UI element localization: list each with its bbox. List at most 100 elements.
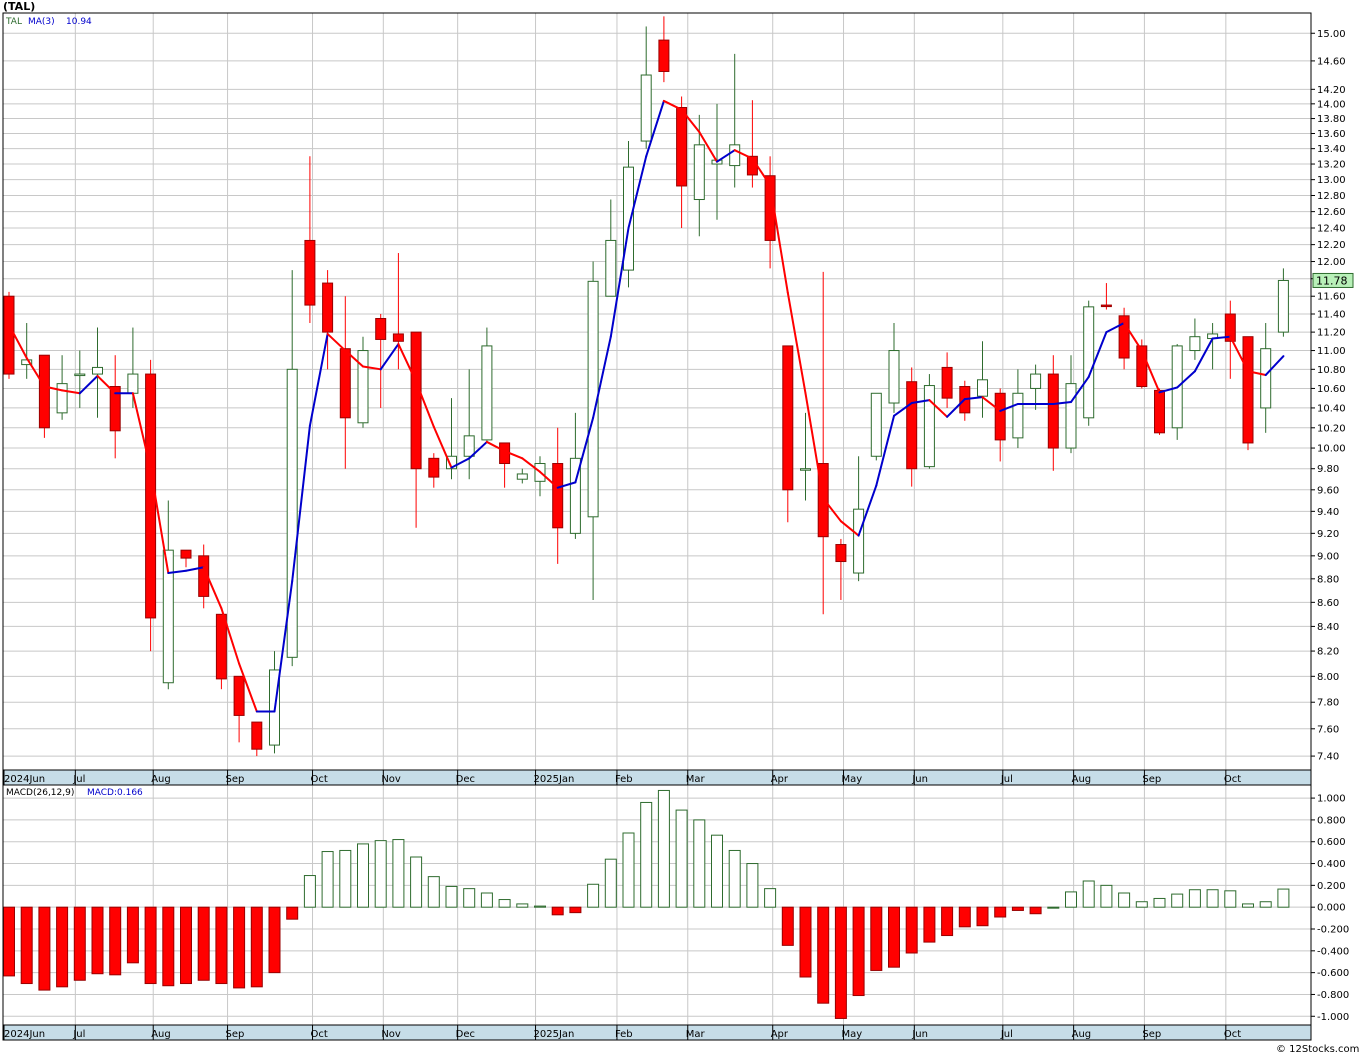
date-axis-label: Sep (1142, 774, 1161, 785)
candle (1100, 283, 1112, 310)
macd-bar (1011, 906, 1024, 911)
ma-line-segment (43, 385, 64, 392)
ma-line-segment (751, 157, 772, 187)
date-axis-label: Nov (381, 774, 401, 785)
last-price-label: 11.78 (1316, 274, 1348, 287)
candle (109, 355, 121, 459)
candle (1118, 307, 1130, 370)
macd-bar (109, 906, 122, 976)
date-axis-label: Feb (615, 1029, 633, 1040)
candle (1277, 268, 1289, 337)
macd-bar (144, 906, 157, 985)
candle (92, 327, 103, 418)
macd-axis-tick-label: -1.000 (1317, 1012, 1349, 1023)
candle-body (1012, 392, 1024, 439)
price-axis-tick-label: 14.60 (1317, 56, 1346, 67)
candle-body (888, 350, 900, 404)
candle-body (127, 373, 139, 394)
macd-bar (994, 906, 1007, 918)
macd-bar (711, 834, 723, 908)
candle (481, 327, 493, 441)
price-axis-tick-label: 12.80 (1317, 191, 1346, 202)
candle-body (215, 613, 227, 680)
candle (676, 96, 688, 228)
ma-line-segment (680, 108, 701, 133)
price-axis-tick-label: 15.00 (1317, 29, 1346, 40)
candle (1030, 364, 1042, 410)
ma-line-segment (1247, 370, 1267, 377)
legend-macd-value: MACD:0.166 (87, 788, 143, 798)
macd-bar (516, 903, 529, 908)
legend-ma-value: 10.94 (66, 17, 92, 27)
candle (322, 270, 334, 370)
candle-body (410, 331, 422, 470)
date-axis-label: 2024Jun (4, 1029, 45, 1040)
ma-line-segment (379, 343, 400, 371)
ma-line-segment (662, 99, 683, 111)
ma-line-segment (78, 374, 99, 395)
candle (658, 16, 670, 83)
ma-line-segment (769, 184, 789, 294)
macd-bar (888, 906, 900, 968)
price-axis-tick-label: 7.40 (1317, 752, 1339, 763)
ma-line-segment (450, 457, 471, 469)
macd-bar (923, 906, 936, 943)
candle (1154, 388, 1165, 435)
ma-line-segment (645, 99, 665, 158)
macd-bar (1100, 884, 1113, 908)
price-axis-tick-label: 8.20 (1317, 647, 1339, 658)
macd-date-axis (2, 1024, 1312, 1041)
candle (817, 271, 829, 615)
ma-line-segment (362, 365, 382, 371)
price-axis-tick-label: 7.80 (1317, 698, 1339, 709)
macd-bar (746, 863, 759, 908)
macd-bar (339, 849, 352, 908)
macd-bar (427, 876, 440, 908)
chart-title: (TAL) (3, 0, 35, 13)
candle-body (1242, 336, 1254, 444)
candle (923, 374, 935, 469)
candle (339, 296, 351, 469)
macd-bar (1065, 891, 1077, 908)
macd-axis-tick-label: 0.000 (1317, 903, 1346, 914)
macd-bar (321, 851, 334, 908)
candle-body (516, 473, 528, 480)
macd-bar (374, 840, 387, 908)
date-axis-label: Oct (1224, 774, 1241, 785)
ma-line-segment (149, 467, 170, 575)
date-axis-label: Jun (911, 1029, 928, 1040)
macd-bar (781, 906, 794, 946)
macd-bar (250, 906, 263, 988)
candle-body (375, 318, 387, 340)
price-axis-tick-label: 8.80 (1317, 574, 1339, 585)
macd-axis-tick-label: 0.400 (1317, 859, 1346, 870)
date-axis-label: Nov (381, 1029, 401, 1040)
price-axis-tick-label: 9.80 (1317, 464, 1339, 475)
macd-bar (233, 906, 246, 989)
price-axis-tick-label: 14.20 (1317, 85, 1346, 96)
candle-body (800, 468, 811, 471)
candle-body (56, 383, 68, 414)
candle-body (392, 333, 404, 342)
macd-bar (1277, 888, 1290, 908)
price-axis-tick-label: 11.20 (1317, 328, 1346, 339)
price-axis-tick-label: 9.20 (1317, 529, 1339, 540)
date-axis-label: Jul (1000, 774, 1013, 785)
price-axis-tick-label: 10.20 (1317, 423, 1346, 434)
price-axis-tick-label: 9.40 (1317, 507, 1339, 518)
ma-line-segment (521, 457, 541, 473)
ma-line-segment (627, 155, 648, 229)
price-axis-tick-label: 12.40 (1317, 223, 1346, 234)
price-panel-bg (3, 13, 1311, 770)
candle (1189, 318, 1201, 360)
macd-bar (392, 839, 405, 908)
ma-line-segment (716, 149, 736, 163)
candle-body (198, 555, 210, 597)
ma-line-segment (822, 497, 842, 523)
price-axis-tick-label: 11.40 (1317, 310, 1346, 321)
macd-bar (834, 906, 847, 1019)
last-price-badge (1312, 272, 1354, 288)
date-axis-label: Aug (151, 774, 171, 785)
candle (552, 427, 564, 564)
candle (1242, 336, 1254, 451)
